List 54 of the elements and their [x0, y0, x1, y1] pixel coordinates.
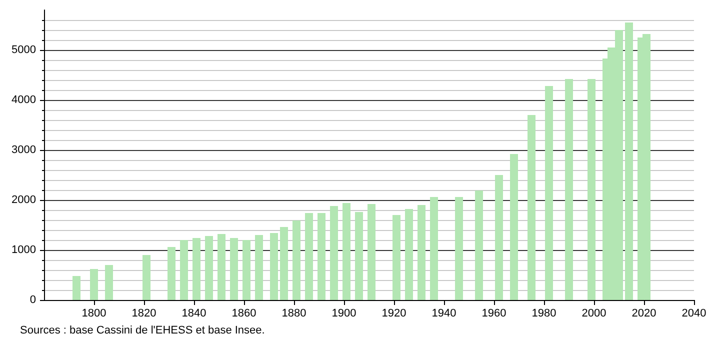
- x-tick-label: 1900: [332, 308, 356, 320]
- x-tick-label: 1880: [282, 308, 306, 320]
- y-tick-label: 2000: [12, 194, 36, 206]
- bar: [242, 240, 250, 300]
- bar: [588, 79, 596, 300]
- bar: [192, 238, 200, 300]
- bar: [318, 213, 326, 300]
- bar: [292, 220, 300, 300]
- x-tick-label: 1820: [132, 308, 156, 320]
- bar: [205, 236, 213, 300]
- bar: [495, 175, 503, 300]
- x-tick-label: 1940: [432, 308, 456, 320]
- y-tick-label: 3000: [12, 144, 36, 156]
- bar: [625, 22, 633, 300]
- x-tick-label: 1920: [382, 308, 406, 320]
- bar: [105, 265, 113, 300]
- y-tick-label: 4000: [12, 94, 36, 106]
- x-tick-label: 2040: [682, 308, 706, 320]
- x-tick-label: 1840: [182, 308, 206, 320]
- bar: [355, 212, 363, 300]
- y-tick-label: 1000: [12, 244, 36, 256]
- bar: [72, 276, 80, 300]
- x-tick-label: 1960: [482, 308, 506, 320]
- bar: [305, 213, 313, 300]
- bar: [418, 205, 426, 300]
- bar: [368, 204, 376, 300]
- bar: [342, 203, 350, 300]
- y-tick-label: 0: [30, 294, 36, 306]
- bar: [405, 209, 413, 300]
- bar: [475, 190, 483, 300]
- bar: [270, 233, 278, 300]
- bar: [168, 247, 176, 300]
- bar: [545, 86, 553, 300]
- bar: [565, 79, 573, 300]
- x-tick-label: 1980: [532, 308, 556, 320]
- x-tick-label: 2020: [632, 308, 656, 320]
- bar: [230, 238, 238, 300]
- bar: [90, 269, 98, 300]
- bar: [455, 197, 463, 300]
- bar: [528, 115, 536, 300]
- bar: [510, 154, 518, 300]
- x-tick-label: 1860: [232, 308, 256, 320]
- bar: [255, 235, 263, 300]
- bar: [330, 206, 338, 300]
- source-note: Sources : base Cassini de l'EHESS et base Insee.: [20, 324, 265, 336]
- y-tick-label: 5000: [12, 44, 36, 56]
- bar: [218, 234, 226, 300]
- x-tick-label: 2000: [582, 308, 606, 320]
- bar: [280, 227, 288, 300]
- bar: [392, 215, 400, 300]
- bar: [430, 197, 438, 300]
- bar: [180, 240, 188, 300]
- bar: [142, 255, 150, 300]
- x-tick-label: 1800: [82, 308, 106, 320]
